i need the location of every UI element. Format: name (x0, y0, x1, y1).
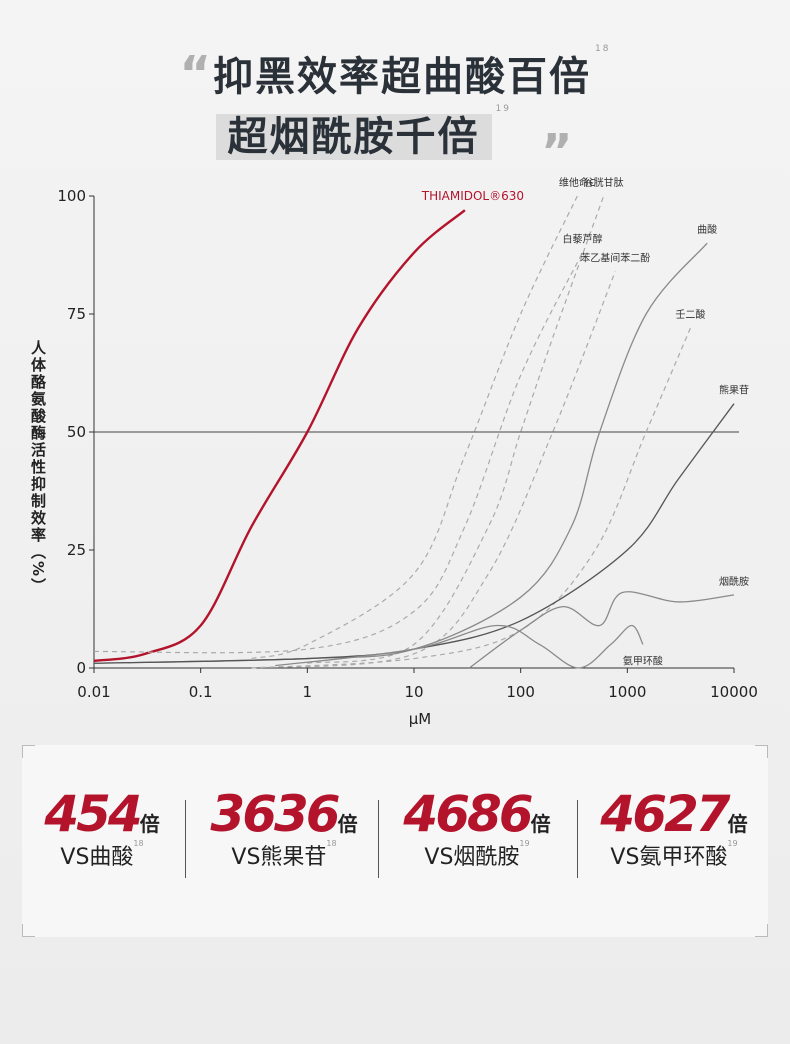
corner (755, 924, 768, 937)
corner (755, 745, 768, 758)
reference: 18 (326, 839, 337, 848)
series-label: 壬二酸 (675, 308, 705, 321)
series-label: 熊果苷 (719, 384, 749, 397)
headline-2: 超烟酰胺千倍19 ” (0, 104, 790, 180)
unit: 倍 (337, 812, 358, 836)
comparison: 4627倍 VS氨甲环酸19 (579, 785, 769, 871)
close-quote: ” (540, 124, 575, 180)
label: VS曲酸 (60, 845, 134, 870)
comparison-value: 454倍 (7, 785, 197, 843)
divider (378, 800, 379, 878)
label: VS烟酰胺 (424, 845, 520, 870)
open-quote: “ (179, 46, 214, 102)
series-label: 烟酰胺 (719, 575, 749, 588)
x-tick-label: 0.01 (77, 683, 110, 701)
comparison-panel: 454倍 VS曲酸18 3636倍 VS熊果苷18 4686倍 VS烟酰胺19 4627倍 V… (22, 745, 768, 937)
comparison: 4686倍 VS烟酰胺19 (382, 785, 572, 871)
y-tick-label: 0 (76, 659, 86, 677)
x-tick-label: 100 (506, 683, 535, 701)
unit: 倍 (727, 812, 748, 836)
comparison-label: VS曲酸18 (7, 839, 197, 871)
label: VS熊果苷 (231, 845, 327, 870)
corner (22, 745, 35, 758)
series-line (93, 242, 708, 664)
series-label: 维他命C (559, 176, 596, 189)
y-tick-label: 75 (67, 305, 86, 323)
reference: 18 (595, 44, 611, 54)
comparison: 3636倍 VS熊果苷18 (189, 785, 379, 871)
series-label: 谷胱甘肽 (584, 176, 624, 189)
series-line (93, 403, 735, 664)
comparison-label: VS烟酰胺19 (382, 839, 572, 871)
headline-text: 超烟酰胺千倍 (215, 114, 492, 160)
series-line (251, 327, 691, 669)
comparison-label: VS熊果苷18 (189, 839, 379, 871)
y-axis-label: 人体酪氨酸酶活性抑制效率（%） (29, 340, 47, 596)
series-label: 曲酸 (697, 223, 717, 236)
series-label: 苯乙基间苯二酚 (580, 252, 650, 265)
series-label: 白藜芦醇 (563, 233, 603, 246)
unit: 倍 (530, 812, 551, 836)
x-tick-label: 1000 (608, 683, 646, 701)
label: VS氨甲环酸 (610, 845, 728, 870)
comparison-value: 4627倍 (579, 785, 769, 843)
y-tick-label: 100 (57, 187, 86, 205)
x-tick-label: 1 (303, 683, 313, 701)
divider (185, 800, 186, 878)
corner (22, 924, 35, 937)
series-label: THIAMIDOL®630 (421, 189, 524, 203)
x-tick-label: 10 (404, 683, 423, 701)
series-line (468, 591, 735, 669)
series-line (275, 624, 644, 669)
x-tick-label: 10000 (710, 683, 758, 701)
series-label: 氨甲环酸 (623, 654, 663, 667)
comparison-label: VS氨甲环酸19 (579, 839, 769, 871)
headline-text: 抑黑效率超曲酸百倍 (213, 54, 592, 100)
series-line (251, 271, 616, 669)
y-tick-label: 25 (67, 541, 86, 559)
comparison-value: 3636倍 (189, 785, 379, 843)
multiple: 454 (44, 785, 142, 843)
x-axis-label: μM (409, 710, 432, 728)
comparison: 454倍 VS曲酸18 (7, 785, 197, 871)
series-line (251, 195, 578, 660)
reference: 19 (519, 839, 530, 848)
series-line (93, 252, 584, 654)
unit: 倍 (139, 812, 160, 836)
multiple: 3636 (210, 785, 340, 843)
reference: 18 (133, 839, 144, 848)
headline-1: “抑黑效率超曲酸百倍18 (0, 44, 790, 102)
multiple: 4627 (600, 785, 730, 843)
series-line (307, 195, 605, 664)
series-line (93, 209, 466, 663)
divider (577, 800, 578, 878)
reference: 19 (727, 839, 738, 848)
x-tick-label: 0.1 (189, 683, 213, 701)
y-tick-label: 50 (67, 423, 86, 441)
multiple: 4686 (403, 785, 533, 843)
comparison-value: 4686倍 (382, 785, 572, 843)
reference: 19 (495, 104, 511, 114)
